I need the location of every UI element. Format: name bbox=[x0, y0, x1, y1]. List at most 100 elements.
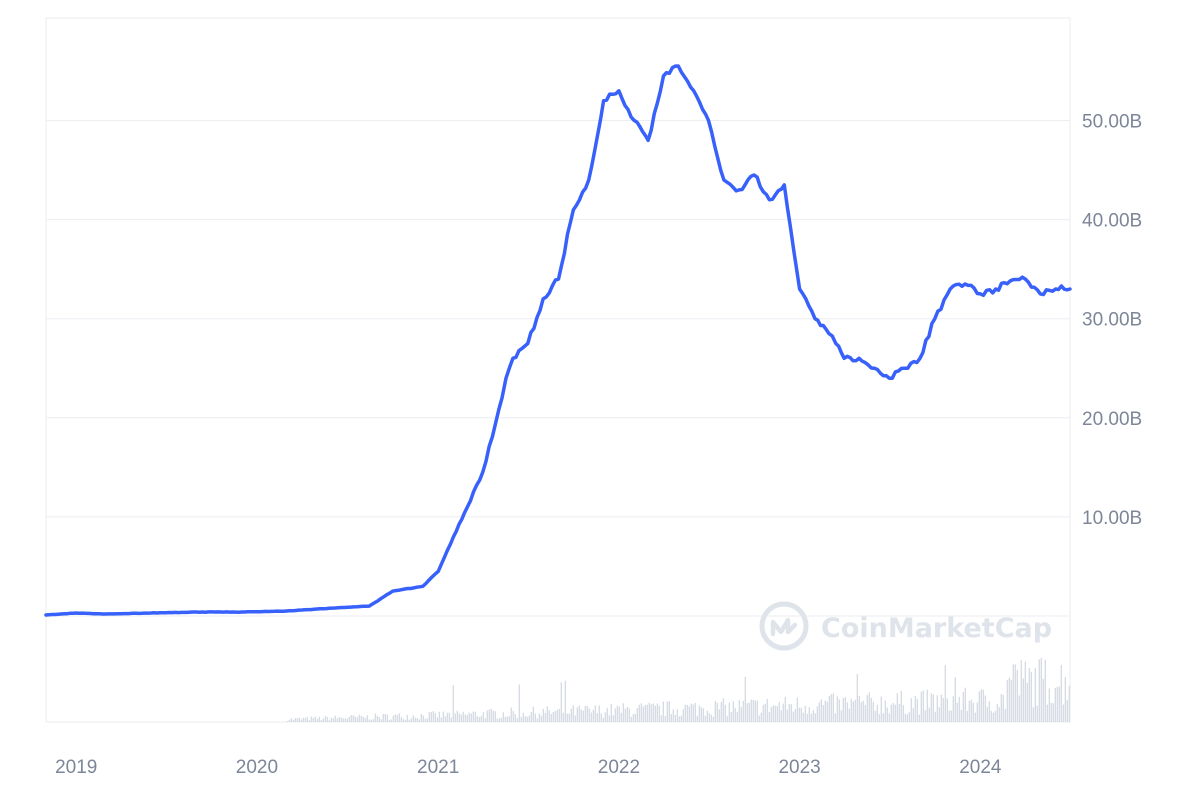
volume-bar bbox=[698, 705, 701, 722]
volume-bar bbox=[598, 705, 601, 722]
volume-bar bbox=[550, 714, 553, 722]
volume-bar bbox=[868, 692, 871, 722]
volume-bar bbox=[568, 713, 571, 722]
volume-bar bbox=[834, 713, 837, 722]
coinmarketcap-logo-icon bbox=[759, 601, 809, 651]
volume-bar bbox=[936, 695, 939, 722]
volume-bar bbox=[600, 713, 603, 722]
x-tick-label: 2020 bbox=[236, 757, 278, 778]
volume-bar bbox=[582, 710, 585, 722]
volume-bar bbox=[308, 720, 311, 722]
volume-bar bbox=[712, 716, 715, 722]
volume-bar bbox=[340, 717, 343, 722]
volume-bar bbox=[1014, 664, 1017, 722]
volume-bar bbox=[928, 707, 931, 722]
volume-bar bbox=[368, 719, 371, 722]
volume-bar bbox=[730, 712, 733, 722]
volume-bar bbox=[714, 700, 717, 722]
y-tick-label: 30.00B bbox=[1082, 310, 1142, 331]
volume-bar bbox=[748, 702, 751, 722]
volume-bar bbox=[836, 696, 839, 722]
volume-bar bbox=[898, 703, 901, 722]
volume-bar bbox=[942, 698, 945, 722]
volume-bar bbox=[1012, 664, 1015, 722]
volume-bar bbox=[756, 700, 759, 722]
x-tick-label: 2022 bbox=[598, 757, 640, 778]
volume-bar bbox=[766, 698, 769, 722]
volume-bar bbox=[1004, 709, 1007, 722]
volume-bar bbox=[566, 713, 569, 722]
volume-bar bbox=[442, 711, 445, 722]
volume-bar bbox=[740, 707, 743, 722]
volume-bar bbox=[470, 713, 473, 722]
volume-bar bbox=[1038, 659, 1041, 722]
volume-bar bbox=[414, 717, 417, 722]
volume-bar bbox=[332, 718, 335, 722]
volume-bar bbox=[884, 700, 887, 722]
x-tick-label: 2019 bbox=[55, 757, 97, 778]
volume-bar bbox=[904, 713, 907, 722]
volume-bar bbox=[906, 714, 909, 722]
volume-bar bbox=[860, 702, 863, 722]
volume-bar bbox=[824, 700, 827, 722]
volume-bar bbox=[602, 717, 605, 722]
volume-bar bbox=[286, 720, 289, 722]
volume-bar bbox=[842, 697, 845, 722]
volume-bar bbox=[572, 705, 575, 722]
volume-bar bbox=[334, 715, 337, 722]
volume-bar bbox=[556, 709, 559, 722]
volume-bar bbox=[1008, 677, 1011, 722]
volume-bar bbox=[864, 705, 867, 722]
volume-bar bbox=[468, 712, 471, 722]
volume-bar bbox=[480, 716, 483, 722]
volume-bar bbox=[652, 703, 655, 722]
volume-bar bbox=[718, 709, 721, 722]
volume-bar bbox=[412, 715, 415, 722]
volume-bar bbox=[336, 718, 339, 722]
volume-bar bbox=[390, 719, 393, 722]
x-axis: 2019 2020 2021 2022 2023 2024 bbox=[55, 757, 1002, 778]
volume-bar bbox=[1018, 695, 1021, 722]
volume-bar bbox=[672, 709, 675, 722]
volume-bar bbox=[592, 709, 595, 722]
volume-bar bbox=[798, 707, 801, 722]
volume-bar bbox=[1044, 659, 1047, 722]
volume-bar bbox=[918, 714, 921, 722]
volume-bar bbox=[930, 693, 933, 722]
volume-bar bbox=[632, 714, 635, 722]
volume-bar bbox=[814, 713, 817, 722]
volume-bar bbox=[430, 712, 433, 722]
volume-bar bbox=[542, 708, 545, 722]
volume-bar bbox=[416, 718, 419, 722]
volume-bar bbox=[728, 702, 731, 722]
volume-bar bbox=[300, 719, 303, 722]
volume-bar bbox=[614, 708, 617, 722]
volume-bar bbox=[674, 714, 677, 722]
volume-bar bbox=[520, 716, 523, 722]
volume-bar bbox=[888, 713, 891, 722]
volume-bar bbox=[892, 702, 895, 722]
volume-bar bbox=[692, 704, 695, 722]
volume-bar bbox=[596, 713, 599, 722]
volume-bar bbox=[1040, 657, 1043, 722]
volume-bar bbox=[736, 711, 739, 722]
volume-bar bbox=[382, 713, 385, 722]
volume-bar bbox=[1056, 686, 1059, 722]
volume-bar bbox=[752, 699, 755, 722]
volume-bar bbox=[312, 717, 315, 722]
volume-bar bbox=[408, 719, 411, 722]
volume-bar bbox=[1028, 667, 1031, 722]
volume-bar bbox=[976, 702, 979, 722]
volume-bar bbox=[310, 716, 313, 722]
volume-bar bbox=[648, 702, 651, 722]
volume-bar bbox=[786, 709, 789, 722]
volume-bar bbox=[560, 682, 563, 722]
volume-bar bbox=[620, 712, 623, 722]
volume-bar bbox=[496, 718, 499, 722]
volume-bar bbox=[486, 710, 489, 722]
volume-bar bbox=[398, 713, 401, 722]
volume-bar bbox=[450, 717, 453, 722]
volume-bar bbox=[364, 718, 367, 722]
volume-bar bbox=[686, 704, 689, 722]
volume-bar bbox=[654, 705, 657, 722]
